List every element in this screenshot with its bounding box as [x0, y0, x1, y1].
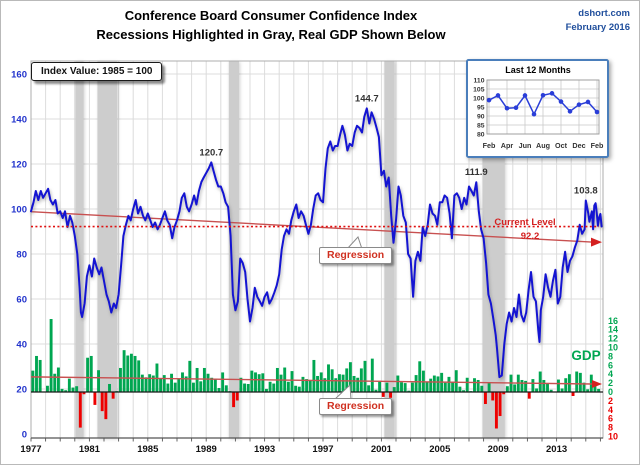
svg-text:6: 6	[608, 360, 613, 370]
chart-title-line2: Recessions Highlighted in Gray, Real GDP…	[96, 27, 446, 42]
svg-text:105: 105	[473, 86, 485, 93]
svg-text:2005: 2005	[429, 444, 451, 455]
svg-text:1981: 1981	[79, 444, 101, 455]
svg-text:2: 2	[608, 396, 613, 406]
svg-text:4: 4	[608, 369, 613, 379]
svg-text:1989: 1989	[196, 444, 217, 455]
regression-lines	[30, 211, 602, 388]
inset-chart: 110 105 100 95 90 85 80 Feb Apr Jun Aug Oct Dec Feb L…	[466, 59, 609, 158]
current-level-label: Current Level	[494, 217, 555, 228]
svg-text:2001: 2001	[371, 444, 393, 455]
svg-text:Aug: Aug	[536, 141, 550, 150]
svg-text:4: 4	[608, 405, 613, 415]
svg-text:95: 95	[477, 104, 485, 111]
chart-title-line1: Conference Board Consumer Confidence Ind…	[124, 8, 418, 23]
svg-text:120: 120	[11, 160, 27, 171]
svg-text:Feb: Feb	[483, 141, 496, 150]
svg-text:10: 10	[608, 432, 618, 442]
svg-text:90: 90	[477, 113, 485, 120]
gdp-series-label: GDP	[571, 348, 600, 363]
svg-text:Feb: Feb	[591, 141, 604, 150]
svg-text:1993: 1993	[254, 444, 275, 455]
svg-text:10: 10	[608, 343, 618, 353]
svg-text:160: 160	[11, 70, 27, 81]
peak-labels: 120.7 144.7 111.9 103.8	[199, 93, 597, 196]
source-site: dshort.com	[578, 8, 630, 19]
svg-text:Dec: Dec	[572, 141, 585, 150]
regression-callout-gdp: Regression	[319, 398, 393, 415]
regression-callout-confidence: Regression	[319, 247, 393, 264]
source-block: dshort.com February 2016	[566, 7, 630, 35]
svg-text:6: 6	[608, 414, 613, 424]
svg-text:1977: 1977	[20, 444, 41, 455]
svg-text:Oct: Oct	[555, 141, 568, 150]
svg-text:103.8: 103.8	[574, 185, 598, 196]
svg-text:12: 12	[608, 334, 618, 344]
svg-text:1985: 1985	[137, 444, 159, 455]
svg-text:60: 60	[16, 295, 27, 306]
svg-text:100: 100	[11, 205, 27, 216]
svg-text:120.7: 120.7	[199, 147, 223, 158]
current-level-value: 92.2	[521, 231, 540, 242]
svg-text:Jun: Jun	[519, 141, 532, 150]
svg-text:144.7: 144.7	[355, 93, 379, 104]
svg-text:80: 80	[477, 131, 485, 138]
svg-text:110: 110	[474, 77, 485, 84]
gridlines	[31, 61, 603, 438]
svg-text:8: 8	[608, 423, 613, 433]
svg-text:2: 2	[608, 378, 613, 388]
svg-text:20: 20	[16, 385, 27, 396]
chart-titles: Conference Board Consumer Confidence Ind…	[1, 6, 541, 44]
svg-text:14: 14	[608, 325, 618, 335]
svg-text:2009: 2009	[488, 444, 509, 455]
svg-text:80: 80	[16, 250, 27, 261]
svg-text:85: 85	[477, 122, 485, 129]
svg-text:100: 100	[473, 95, 485, 102]
index-note: Index Value: 1985 = 100	[31, 62, 163, 81]
svg-text:8: 8	[608, 351, 613, 361]
svg-text:2013: 2013	[546, 444, 567, 455]
svg-text:40: 40	[16, 340, 27, 351]
inset-plot: 110 105 100 95 90 85 80 Feb Apr Jun Aug Oct Dec Feb	[473, 77, 604, 150]
confidence-line	[30, 107, 603, 379]
source-date: February 2016	[565, 22, 630, 33]
svg-text:16: 16	[608, 316, 618, 326]
svg-text:1997: 1997	[312, 444, 333, 455]
svg-text:0: 0	[22, 430, 27, 441]
inset-title: Last 12 Months	[505, 65, 571, 75]
svg-text:0: 0	[608, 387, 613, 397]
svg-text:140: 140	[11, 115, 27, 126]
svg-text:Apr: Apr	[501, 141, 514, 150]
svg-text:111.9: 111.9	[465, 167, 488, 178]
